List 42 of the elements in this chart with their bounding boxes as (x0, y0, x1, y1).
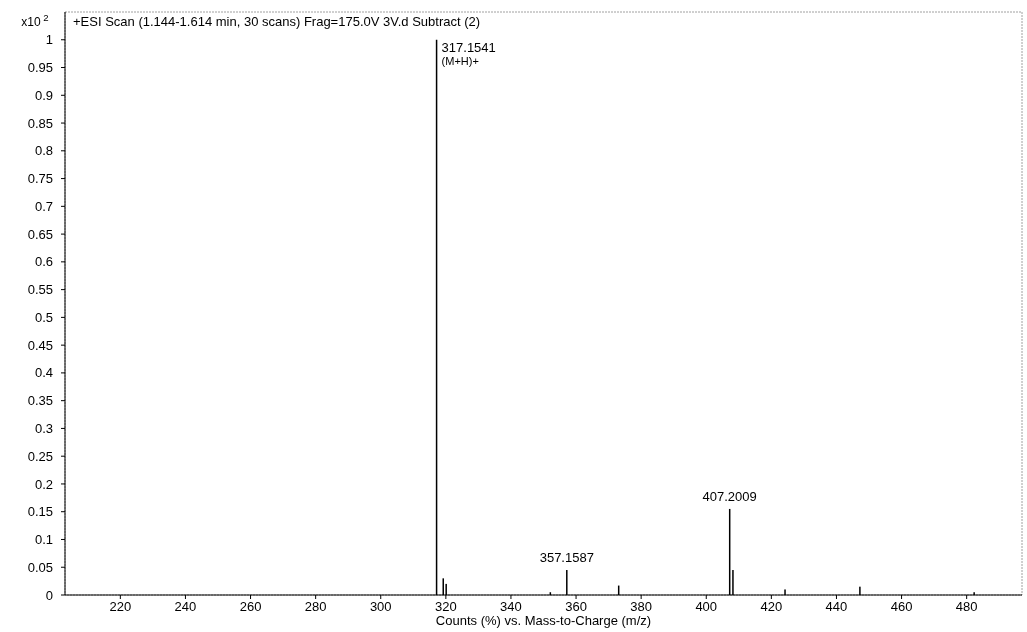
x-tick-label: 220 (109, 599, 132, 614)
x-tick-label: 440 (825, 599, 848, 614)
annotation: 357.1587 (539, 550, 594, 566)
x-tick-label: 360 (565, 599, 587, 614)
x-tick-label: 300 (369, 599, 392, 614)
y-tick-label: 0.5 (34, 309, 53, 325)
y-tick-label: 0.65 (27, 226, 53, 242)
y-tick-label: 0.9 (34, 87, 53, 103)
y-tick-label: 0.4 (34, 365, 53, 381)
y-tick-label: 0.7 (34, 198, 53, 214)
x-tick-label: 420 (760, 599, 783, 614)
y-tick-label: 0.15 (27, 504, 53, 520)
x-tick-label: 480 (955, 599, 978, 614)
x-tick-label: 380 (630, 599, 652, 614)
y-tick-label: 0.8 (34, 143, 53, 159)
x-tick-label: 400 (695, 599, 718, 614)
y-tick-label: 0.1 (34, 532, 53, 548)
y-tick-label: 0.3 (34, 420, 53, 436)
chart-title: +ESI Scan (1.144-1.614 min, 30 scans) Frag=175.0V 3V.d Subtract (2) (73, 14, 481, 29)
y-tick-label: 1 (45, 32, 53, 48)
x-tick-label: 320 (435, 599, 457, 614)
y-tick-label: 0.45 (27, 337, 53, 353)
y-tick-label: 0.2 (34, 476, 53, 492)
x-axis-title: Counts (%) vs. Mass-to-Charge (m/z) (435, 613, 652, 628)
y-tick-label: 0.35 (27, 393, 53, 409)
y-tick-label: 0.75 (27, 171, 53, 187)
y-tick-label: 0.55 (27, 282, 53, 298)
y-tick-label: 0.25 (27, 448, 53, 464)
x-tick-label: 280 (304, 599, 327, 614)
annotation: (M+H)+ (441, 54, 479, 67)
x-tick-label: 240 (174, 599, 197, 614)
y-tick-label: 0.85 (27, 115, 53, 131)
annotation: 317.1541 (441, 39, 496, 55)
y-axis-title: x10$^{2}$ (21, 11, 49, 29)
y-tick-label: 0.05 (27, 559, 53, 575)
y-tick-label: 0.6 (34, 254, 53, 270)
x-tick-label: 340 (500, 599, 522, 614)
y-tick-label: 0.95 (27, 60, 53, 76)
y-tick-label: 0 (45, 587, 53, 603)
x-tick-label: 260 (239, 599, 262, 614)
x-tick-label: 460 (890, 599, 913, 614)
annotation: 407.2009 (702, 488, 757, 504)
